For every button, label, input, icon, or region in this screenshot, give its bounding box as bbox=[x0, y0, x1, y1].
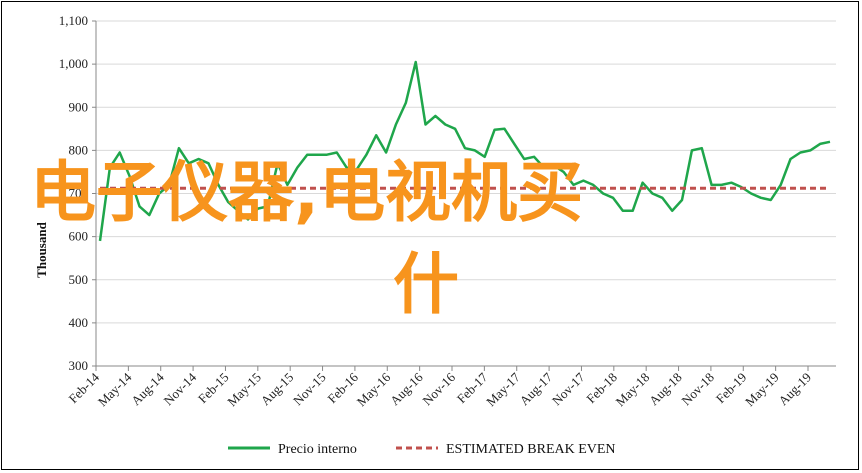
y-tick-label: 500 bbox=[69, 272, 89, 287]
x-tick-label: May-17 bbox=[483, 369, 523, 409]
y-tick-label: 600 bbox=[69, 229, 89, 244]
x-tick-label: Aug-14 bbox=[128, 369, 167, 408]
x-tick-label: Aug-15 bbox=[258, 370, 297, 409]
x-tick-label: Aug-16 bbox=[387, 369, 426, 408]
y-tick-label: 400 bbox=[69, 315, 89, 330]
legend-label-break-even: ESTIMATED BREAK EVEN bbox=[446, 442, 616, 457]
x-tick-label: Aug-18 bbox=[646, 370, 685, 409]
y-axis: 300 400 500 600 700 800 900 1,000 1,100 bbox=[59, 13, 97, 373]
x-tick-label: Nov-15 bbox=[290, 370, 329, 409]
x-tick-label: Nov-18 bbox=[678, 370, 717, 409]
y-tick-label: 300 bbox=[69, 358, 89, 373]
x-tick-label: May-19 bbox=[742, 370, 782, 410]
y-tick-label: 900 bbox=[69, 99, 89, 114]
x-tick-label: Nov-17 bbox=[549, 369, 588, 408]
x-tick-label: Aug-17 bbox=[517, 369, 556, 408]
x-tick-label: May-15 bbox=[224, 370, 264, 410]
y-axis-label: Thousand bbox=[34, 221, 49, 277]
x-tick-label: May-16 bbox=[354, 369, 394, 409]
grid-lines bbox=[96, 20, 836, 367]
y-tick-label: 1,100 bbox=[59, 13, 88, 28]
y-tick-label: 700 bbox=[69, 186, 89, 201]
y-tick-label: 1,000 bbox=[59, 56, 88, 71]
legend-label-precio: Precio interno bbox=[278, 442, 357, 457]
x-tick-label: May-18 bbox=[613, 370, 653, 410]
x-tick-label: Nov-14 bbox=[161, 369, 200, 408]
series-layer bbox=[98, 60, 831, 242]
series-line-0 bbox=[98, 60, 831, 242]
x-tick-label: Aug-19 bbox=[775, 370, 814, 409]
x-tick-label: Nov-16 bbox=[419, 369, 458, 408]
x-tick-label: May-14 bbox=[95, 369, 135, 409]
x-axis: Feb-14May-14Aug-14Nov-14Feb-15May-15Aug-… bbox=[65, 365, 836, 410]
legend: Precio interno ESTIMATED BREAK EVEN bbox=[228, 442, 616, 457]
y-tick-label: 800 bbox=[69, 142, 89, 157]
